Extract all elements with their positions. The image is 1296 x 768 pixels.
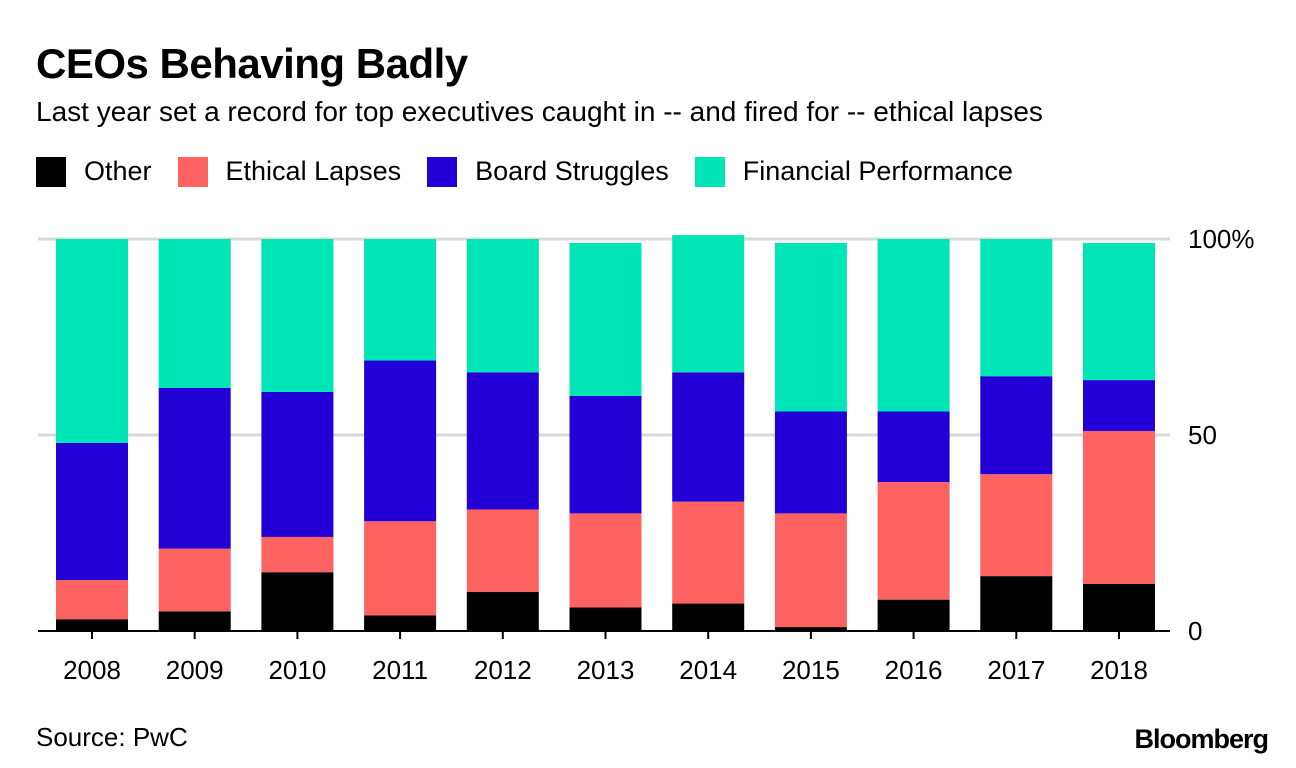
bar-financial-performance-2018: [1083, 242, 1155, 381]
bar-other-2008: [56, 619, 128, 631]
x-tick-label: 2016: [885, 655, 943, 685]
x-tick-label: 2009: [166, 655, 224, 685]
legend-swatch: [177, 156, 208, 187]
bar-board-struggles-2013: [569, 395, 642, 514]
chart-title: CEOs Behaving Badly: [36, 40, 468, 87]
legend-item-other: Other: [36, 156, 152, 187]
bar-board-struggles-2008: [56, 442, 128, 581]
bar-other-2012: [466, 591, 539, 631]
legend-item-ethical-lapses: Ethical Lapses: [177, 156, 402, 187]
bar-financial-performance-2008: [56, 239, 128, 443]
bar-financial-performance-2016: [877, 239, 950, 412]
bar-ethical-lapses-2017: [980, 474, 1053, 577]
bar-financial-performance-2012: [466, 239, 539, 373]
bloomberg-logo: Bloomberg: [1134, 724, 1269, 754]
x-tick-label: 2008: [63, 655, 121, 685]
bar-ethical-lapses-2014: [672, 501, 745, 604]
bar-board-struggles-2009: [158, 387, 231, 549]
bar-financial-performance-2009: [158, 239, 231, 388]
x-tick-label: 2018: [1090, 655, 1148, 685]
bar-other-2013: [569, 607, 642, 631]
legend-item-board-struggles: Board Struggles: [427, 156, 669, 187]
bar-board-struggles-2016: [877, 411, 950, 483]
bar-board-struggles-2012: [466, 372, 539, 510]
bar-ethical-lapses-2010: [261, 536, 334, 573]
legend-label: Ethical Lapses: [225, 156, 402, 186]
chart-subtitle: Last year set a record for top executive…: [36, 96, 1043, 127]
legend-label: Financial Performance: [742, 156, 1013, 186]
bar-financial-performance-2015: [774, 242, 847, 412]
bar-other-2010: [261, 572, 334, 631]
x-tick-label: 2014: [679, 655, 737, 685]
bar-board-struggles-2018: [1083, 380, 1155, 432]
bar-ethical-lapses-2008: [56, 580, 128, 620]
legend-swatch: [694, 156, 725, 187]
bar-financial-performance-2013: [569, 242, 642, 396]
bar-financial-performance-2014: [672, 235, 745, 373]
legend-label: Board Struggles: [475, 156, 669, 186]
bar-board-struggles-2014: [672, 372, 745, 502]
bar-other-2009: [158, 611, 231, 631]
legend-label: Other: [84, 156, 152, 186]
bar-other-2018: [1083, 583, 1155, 631]
bar-ethical-lapses-2015: [774, 513, 847, 628]
source-note: Source: PwC: [36, 722, 188, 752]
y-tick-label: 100%: [1188, 224, 1255, 254]
bar-other-2016: [877, 599, 950, 631]
x-tick-label: 2013: [577, 655, 635, 685]
bar-other-2015: [774, 627, 847, 631]
x-tick-label: 2010: [268, 655, 326, 685]
x-tick-label: 2015: [782, 655, 840, 685]
bar-financial-performance-2017: [980, 239, 1053, 377]
legend-item-financial-performance: Financial Performance: [694, 156, 1013, 187]
legend-swatch: [36, 156, 66, 187]
bar-other-2014: [672, 603, 745, 631]
bar-ethical-lapses-2011: [364, 521, 437, 616]
bar-board-struggles-2017: [980, 376, 1053, 475]
x-tick-label: 2017: [987, 655, 1045, 685]
legend: Other Ethical Lapses Board Struggles Financ…: [36, 156, 1013, 187]
bar-ethical-lapses-2012: [466, 509, 539, 592]
bar-ethical-lapses-2018: [1083, 431, 1155, 584]
bar-board-struggles-2015: [774, 411, 847, 514]
bar-ethical-lapses-2016: [877, 482, 950, 600]
y-tick-label: 0: [1188, 616, 1202, 646]
y-tick-label: 50: [1188, 420, 1217, 450]
bar-other-2011: [364, 615, 437, 631]
bar-ethical-lapses-2009: [158, 548, 231, 612]
bar-ethical-lapses-2013: [569, 513, 642, 608]
bar-board-struggles-2011: [364, 360, 437, 522]
bar-board-struggles-2010: [261, 391, 334, 537]
legend-swatch: [427, 156, 458, 187]
x-tick-label: 2011: [372, 655, 428, 685]
bar-financial-performance-2011: [364, 239, 437, 361]
bar-other-2017: [980, 576, 1053, 631]
x-tick-label: 2012: [474, 655, 532, 685]
bar-financial-performance-2010: [261, 239, 334, 392]
